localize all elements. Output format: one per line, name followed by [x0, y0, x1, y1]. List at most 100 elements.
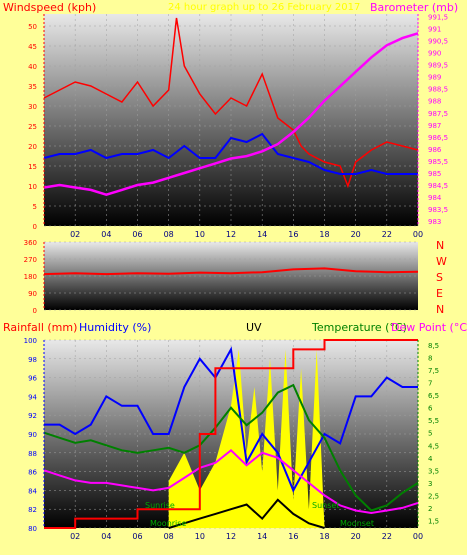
panel1-left-y-tick-label: 45	[28, 43, 37, 51]
panel1-right-y-tick-label: 990,5	[428, 38, 448, 46]
panel1-x-tick-label: 20	[351, 230, 361, 239]
panel3-left-y-tick-label: 88	[28, 450, 37, 458]
temperature-axis-label: Temperature (°C)	[311, 321, 407, 334]
panel3-left-y-tick-label: 98	[28, 356, 37, 364]
panel3-right-y-tick-label: 3,5	[428, 467, 439, 475]
panel1-right-y-tick-label: 990	[428, 50, 441, 58]
compass-letter: E	[436, 287, 443, 300]
panel2-left-y-tick-label: 360	[24, 239, 37, 247]
panel1-x-tick-label: 14	[257, 230, 267, 239]
barometer-series-line	[43, 32, 419, 197]
panel1-x-tick-label: 00	[413, 230, 423, 239]
panel3-left-y-tick-label: 94	[28, 393, 37, 401]
panel1-x-tick-label: 18	[319, 230, 329, 239]
panel1-left-y-tick-label: 35	[28, 83, 37, 91]
moonrise-annotation: Moonrise	[150, 519, 186, 528]
panel1-right-y-tick-label: 983	[428, 218, 441, 226]
panel3-right-y-tick-label: 8,5	[428, 342, 439, 350]
panel3-left-y-tick-label: 100	[24, 337, 37, 345]
panel1-left-y-tick-label: 40	[28, 63, 37, 71]
panel3-right-y-tick-label: 3	[428, 480, 432, 488]
panel3-x-tick-label: 00	[413, 532, 423, 541]
panel3-right-y-tick-label: 8	[428, 355, 432, 363]
panel3-right-y-tick-label: 4,5	[428, 442, 439, 450]
panel1-right-y-tick-label: 985	[428, 170, 441, 178]
panel1-right-y-tick-label: 987	[428, 122, 441, 130]
sunrise-annotation: Sunrise	[145, 501, 175, 510]
panel3-left-y-tick-label: 84	[28, 487, 37, 495]
compass-letter: S	[436, 271, 443, 284]
panel3-right-y-tick-label: 4	[428, 455, 433, 463]
compass-letter: N	[436, 303, 444, 316]
panel3-x-tick-label: 04	[101, 532, 111, 541]
panel3-right-y-tick-label: 5	[428, 430, 432, 438]
barometer-axis-label: Barometer (mb)	[370, 1, 458, 14]
humidity-axis-label: Humidity (%)	[79, 321, 151, 334]
panel1-right-y-tick-label: 983,5	[428, 206, 448, 214]
panel3-x-tick-label: 20	[351, 532, 361, 541]
panel1-right-y-tick-label: 991,5	[428, 13, 448, 21]
panel1-right-y-tick-label: 987,5	[428, 110, 448, 118]
uv-series-area	[168, 349, 325, 528]
panel1-left-y-tick-label: 5	[33, 203, 37, 211]
panel3-left-y-tick-label: 82	[28, 506, 37, 514]
panel2-left-y-tick-label: 90	[28, 290, 37, 298]
panel1-left-y-tick-label: 15	[28, 163, 37, 171]
panel1-x-tick-label: 02	[70, 230, 80, 239]
panel3-left-y-tick-label: 92	[28, 412, 37, 420]
panel1-x-tick-label: 22	[382, 230, 392, 239]
panel3-x-tick-label: 14	[257, 532, 267, 541]
panel1-right-y-tick-label: 986,5	[428, 134, 448, 142]
rainfall-series-line	[44, 339, 418, 529]
panel3-right-y-tick-label: 2	[428, 505, 432, 513]
panel1-x-tick-label: 08	[164, 230, 174, 239]
panel1-x-tick-label: 10	[195, 230, 205, 239]
wind-direction-series-line	[43, 267, 419, 276]
panel3-x-tick-label: 22	[382, 532, 392, 541]
dewpoint-axis-label: Dew Point (°C)	[391, 321, 467, 334]
moonset-annotation: Moonset	[340, 519, 374, 528]
panel1-x-tick-label: 16	[288, 230, 298, 239]
panel3-x-tick-label: 18	[319, 532, 329, 541]
rainfall-axis-label: Rainfall (mm)	[3, 321, 77, 334]
panel1-x-tick-label: 04	[101, 230, 111, 239]
panel3-x-tick-label: 10	[195, 532, 205, 541]
sunset-annotation: Sunset	[312, 501, 339, 510]
chart-title: 24 hour graph up to 26 February 2017	[168, 2, 360, 13]
panel3-left-y-tick-label: 96	[28, 375, 37, 383]
panel1-x-tick-label: 12	[226, 230, 236, 239]
panel1-left-y-tick-label: 0	[33, 223, 37, 231]
panel3-right-y-tick-label: 5,5	[428, 417, 439, 425]
panel1-left-y-tick-label: 30	[28, 103, 37, 111]
panel3-left-y-tick-label: 86	[28, 469, 37, 477]
panel3-right-y-tick-label: 6,5	[428, 392, 439, 400]
panel3-left-y-tick-label: 90	[28, 431, 37, 439]
humidity-series-line	[44, 346, 418, 493]
solar-series-line	[168, 498, 325, 529]
uv-axis-label: UV	[246, 321, 262, 334]
panel3-left-y-tick-label: 80	[28, 525, 37, 533]
panel1-x-tick-label: 06	[132, 230, 142, 239]
panel1-right-y-tick-label: 984,5	[428, 182, 448, 190]
panel3-x-tick-label: 02	[70, 532, 80, 541]
temperature-series-line	[43, 383, 419, 512]
compass-letter: W	[436, 255, 447, 268]
panel1-left-y-tick-label: 50	[28, 23, 37, 31]
panel1-right-y-tick-label: 989,5	[428, 62, 448, 70]
panel3-x-tick-label: 08	[164, 532, 174, 541]
panel1-right-y-tick-label: 988	[428, 98, 441, 106]
panel3-x-tick-label: 06	[132, 532, 142, 541]
panel1-left-y-tick-label: 10	[28, 183, 37, 191]
panel1-left-y-tick-label: 25	[28, 123, 37, 131]
panel3-x-tick-label: 12	[226, 532, 236, 541]
panel3-right-y-tick-label: 6	[428, 405, 433, 413]
panel2-left-y-tick-label: 270	[24, 256, 37, 264]
dew-point-series-line	[43, 448, 419, 515]
panel2-left-y-tick-label: 180	[24, 273, 37, 281]
panel1-right-y-tick-label: 984	[428, 194, 442, 202]
panel1-left-y-tick-label: 20	[28, 143, 37, 151]
panel3-right-y-tick-label: 1,5	[428, 517, 439, 525]
